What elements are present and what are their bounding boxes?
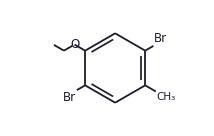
Text: Br: Br [154,32,167,45]
Text: O: O [70,38,79,51]
Text: Br: Br [63,91,76,104]
Text: CH₃: CH₃ [156,92,176,102]
